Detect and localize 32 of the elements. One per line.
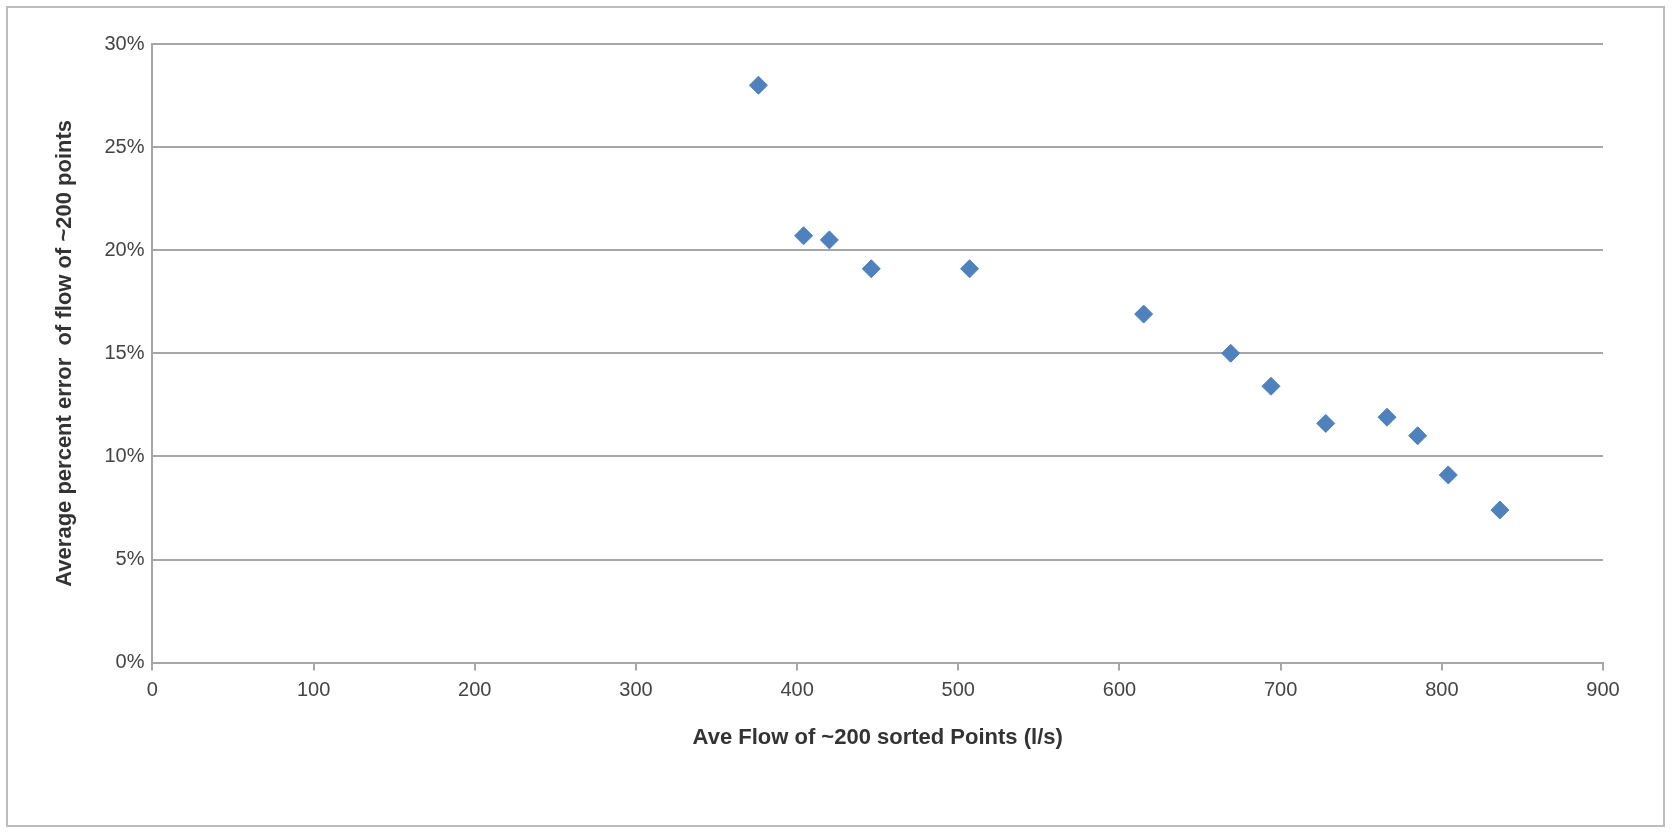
y-tick-label: 5% bbox=[115, 547, 145, 570]
y-tick-label: 20% bbox=[104, 237, 145, 260]
point bbox=[819, 230, 839, 250]
point bbox=[960, 259, 980, 279]
point bbox=[1316, 413, 1336, 433]
x-tick-label: 600 bbox=[1102, 678, 1137, 701]
x-tick-label: 800 bbox=[1425, 678, 1459, 701]
point bbox=[1261, 376, 1281, 396]
x-tick-label: 100 bbox=[296, 678, 331, 701]
x-tick-label: 0 bbox=[146, 678, 158, 701]
x-tick-label: 300 bbox=[619, 678, 653, 701]
x-tick-label: 400 bbox=[780, 678, 814, 701]
point bbox=[1221, 343, 1241, 363]
point bbox=[1438, 465, 1458, 485]
point bbox=[748, 75, 768, 95]
y-tick-label: 0% bbox=[115, 650, 145, 673]
y-tick-label: 10% bbox=[104, 443, 145, 466]
point bbox=[1490, 500, 1510, 520]
y-tick-label: 15% bbox=[104, 340, 145, 363]
point bbox=[1408, 426, 1428, 446]
x-tick-label: 700 bbox=[1263, 678, 1298, 701]
point bbox=[1134, 304, 1154, 324]
x-tick-label: 500 bbox=[941, 678, 975, 701]
point bbox=[794, 226, 814, 246]
point bbox=[861, 259, 881, 279]
y-axis-title: Average percent error of flow of ~200 points bbox=[51, 119, 77, 587]
x-tick-label: 900 bbox=[1586, 678, 1620, 701]
x-tick-label: 200 bbox=[458, 678, 492, 701]
y-tick-label: 25% bbox=[104, 134, 145, 157]
y-tick-label: 30% bbox=[104, 31, 145, 54]
point bbox=[1377, 407, 1397, 427]
x-axis-title: Ave Flow of ~200 sorted Points (l/s) bbox=[692, 723, 1063, 749]
